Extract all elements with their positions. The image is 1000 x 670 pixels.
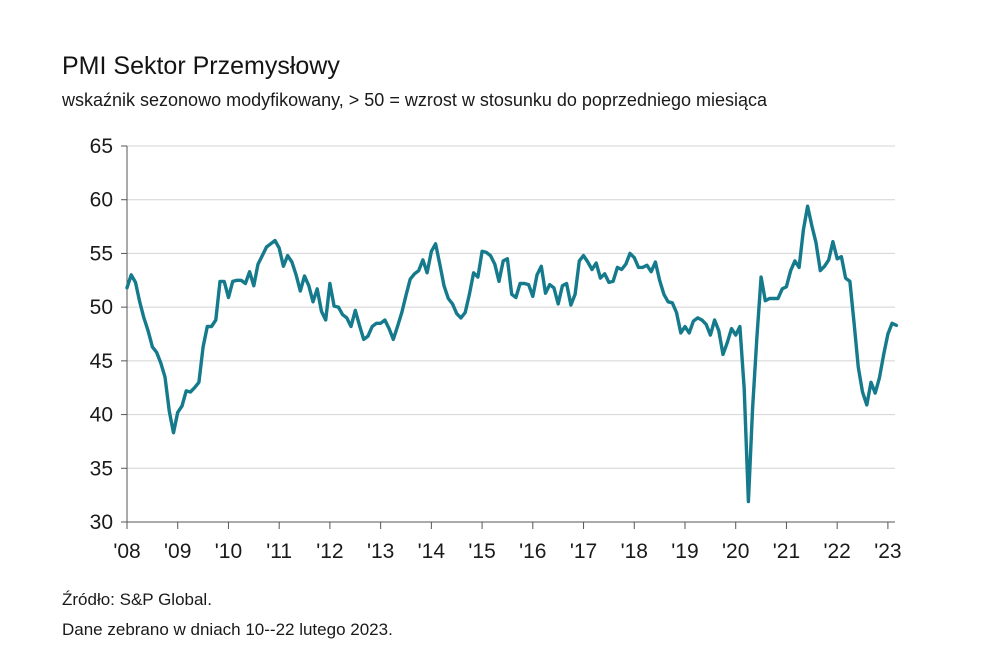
x-tick-label-11: '19 [671,540,698,563]
x-tick-label-15: '23 [874,540,901,563]
x-tick-label-6: '14 [418,540,446,563]
y-tick-label-60: 60 [90,189,113,212]
x-tick-label-12: '20 [722,540,749,563]
y-tick-labels: 30 35 40 45 50 55 60 65 [90,135,113,534]
y-tick-label-40: 40 [90,404,113,427]
chart-subtitle: wskaźnik sezonowo modyfikowany, > 50 = w… [62,90,768,110]
x-tick-label-13: '21 [773,540,800,563]
x-tick-label-1: '09 [164,540,191,563]
x-tick-label-9: '17 [570,540,597,563]
axes [121,145,895,529]
x-tick-label-3: '11 [266,540,292,563]
y-tick-label-45: 45 [90,350,113,373]
gridlines [127,145,895,469]
data-collection-note: Dane zebrano w dniach 10--22 lutego 2023… [62,620,393,639]
y-tick-label-30: 30 [90,511,113,534]
x-tick-label-2: '10 [215,540,242,563]
x-tick-label-4: '12 [316,540,343,563]
y-tick-label-55: 55 [90,242,113,265]
y-tick-label-35: 35 [90,457,113,480]
y-tick-label-65: 65 [90,135,113,158]
x-tick-label-10: '18 [621,540,648,563]
x-tick-label-0: '08 [113,540,140,563]
x-tick-label-14: '22 [823,540,850,563]
x-tick-label-8: '16 [519,540,546,563]
x-tick-label-7: '15 [468,540,495,563]
source-note: Źródło: S&P Global. [62,590,212,609]
series-group [125,204,899,504]
x-tick-labels: '08 '09 '10 '11 '12 '13 '14 '15 '16 '17 '18 '19 '20 '… [113,540,901,563]
y-tick-label-50: 50 [90,296,113,319]
chart-title: PMI Sektor Przemysłowy [62,52,340,80]
series-line-0 [125,204,899,504]
x-tick-label-5: '13 [367,540,394,563]
